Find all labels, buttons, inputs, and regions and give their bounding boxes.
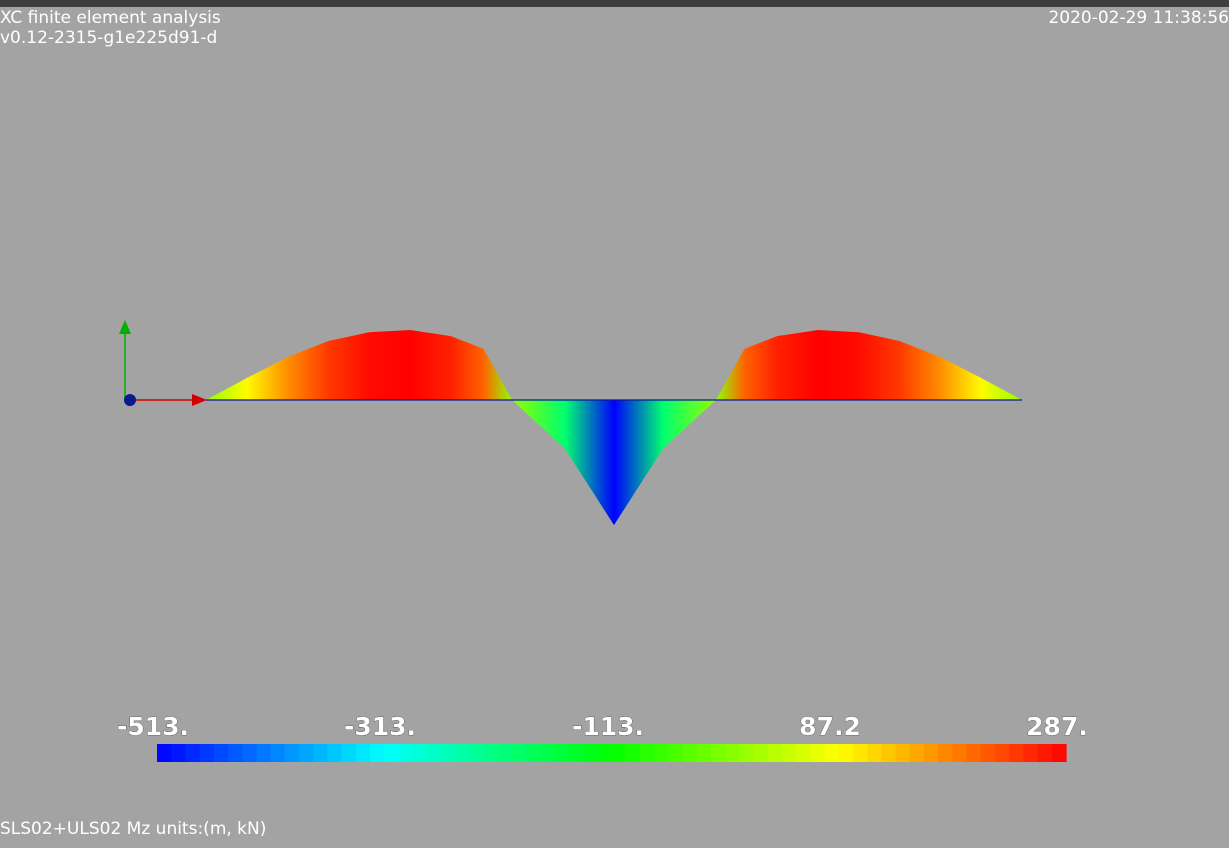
- scalar-bar-segment: [923, 744, 939, 762]
- x-axis-arrow-icon: [192, 394, 207, 406]
- scalar-bar-segment: [355, 744, 371, 762]
- scalar-bar-segment: [994, 744, 1010, 762]
- scalar-bar-tick-label: -313.: [344, 712, 416, 741]
- scalar-bar-segment: [781, 744, 797, 762]
- scalar-bar-segment: [611, 744, 627, 762]
- scalar-bar: -513. -313. -113. 87.2 287.: [117, 712, 1088, 762]
- scalar-bar-segment: [540, 744, 556, 762]
- scalar-bar-segment: [739, 744, 755, 762]
- scalar-bar-segment: [469, 744, 485, 762]
- scalar-bar-segment: [895, 744, 911, 762]
- scalar-bar-segment: [171, 744, 186, 762]
- scalar-bar-segment: [725, 744, 740, 762]
- scalar-bar-tick-label: -113.: [572, 712, 644, 741]
- scalar-bar-segment: [639, 744, 655, 762]
- scalar-bar-segment: [157, 744, 172, 762]
- scalar-bar-segment: [881, 744, 897, 762]
- scalar-bar-segment: [242, 744, 258, 762]
- scalar-bar-colors: [157, 744, 1067, 762]
- scalar-bar-segment: [824, 744, 840, 762]
- scalar-bar-segment: [270, 744, 286, 762]
- scalar-bar-segment: [213, 744, 229, 762]
- scalar-bar-segment: [1051, 744, 1067, 762]
- scalar-bar-segment: [256, 744, 272, 762]
- scalar-bar-segment: [810, 744, 826, 762]
- scalar-bar-segment: [185, 744, 201, 762]
- scalar-bar-segment: [696, 744, 712, 762]
- scalar-bar-segment: [554, 744, 570, 762]
- window-top-bar: [0, 0, 1229, 7]
- scalar-bar-segment: [398, 744, 414, 762]
- scalar-bar-segment: [710, 744, 726, 762]
- scalar-bar-tick-labels: -513. -313. -113. 87.2 287.: [117, 712, 1088, 742]
- scalar-bar-segment: [228, 744, 243, 762]
- scalar-bar-segment: [668, 744, 684, 762]
- y-axis-arrow-icon: [119, 320, 131, 334]
- scalar-bar-segment: [370, 744, 385, 762]
- scalar-bar-segment: [952, 744, 968, 762]
- scalar-bar-segment: [966, 744, 982, 762]
- scalar-bar-segment: [512, 744, 527, 762]
- scalar-bar-segment: [852, 744, 868, 762]
- scalar-bar-segment: [1037, 744, 1053, 762]
- app-version: v0.12-2315-g1e225d91-d: [0, 28, 218, 48]
- scalar-bar-segment: [483, 744, 499, 762]
- timestamp: 2020-02-29 11:38:56: [1048, 8, 1229, 28]
- scalar-bar-segment: [767, 744, 783, 762]
- scalar-bar-segment: [341, 744, 357, 762]
- scalar-bar-segment: [980, 744, 996, 762]
- scalar-bar-segment: [313, 744, 329, 762]
- plot-caption: SLS02+ULS02 Mz units:(m, kN): [0, 819, 267, 839]
- scalar-bar-segment: [796, 744, 811, 762]
- scalar-bar-segment: [753, 744, 769, 762]
- scalar-bar-segment: [938, 744, 953, 762]
- scalar-bar-segment: [199, 744, 215, 762]
- scalar-bar-segment: [597, 744, 613, 762]
- scalar-bar-segment: [497, 744, 513, 762]
- scalar-bar-tick-label: 287.: [1026, 712, 1088, 741]
- scalar-bar-segment: [625, 744, 641, 762]
- scalar-bar-segment: [384, 744, 400, 762]
- scalar-bar-segment: [682, 744, 698, 762]
- scalar-bar-segment: [1009, 744, 1024, 762]
- scalar-bar-segment: [441, 744, 456, 762]
- scalar-bar-segment: [867, 744, 882, 762]
- scalar-bar-segment: [838, 744, 854, 762]
- scalar-bar-segment: [284, 744, 300, 762]
- scalar-bar-segment: [426, 744, 442, 762]
- moment-diagram-fill: [206, 330, 1022, 526]
- coordinate-axes-glyph: [119, 320, 207, 406]
- scalar-bar-segment: [568, 744, 584, 762]
- origin-point-icon: [124, 394, 136, 406]
- scalar-bar-segment: [299, 744, 314, 762]
- scalar-bar-segment: [1023, 744, 1039, 762]
- scalar-bar-segment: [583, 744, 598, 762]
- scalar-bar-segment: [412, 744, 428, 762]
- app-title: XC finite element analysis: [0, 8, 221, 28]
- scalar-bar-segment: [526, 744, 542, 762]
- scalar-bar-tick-label: -513.: [117, 712, 189, 741]
- scalar-bar-segment: [455, 744, 471, 762]
- scalar-bar-segment: [909, 744, 925, 762]
- scalar-bar-segment: [654, 744, 669, 762]
- scalar-bar-tick-label: 87.2: [799, 712, 861, 741]
- scalar-bar-segment: [327, 744, 343, 762]
